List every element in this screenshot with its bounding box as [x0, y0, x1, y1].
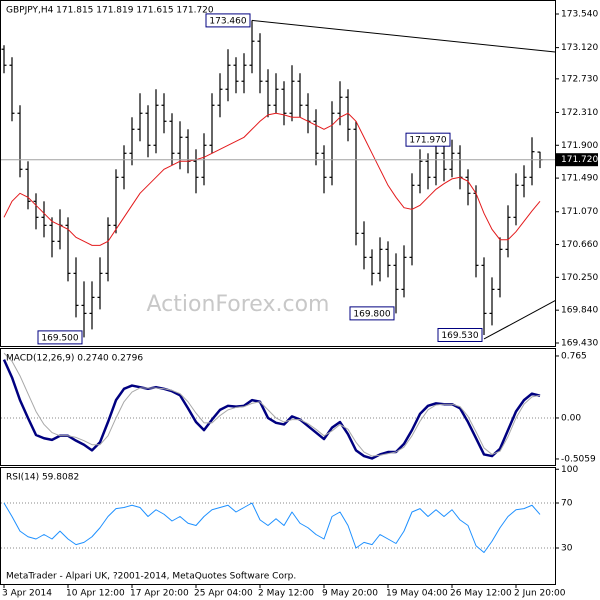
y-tick-label: 172.730 — [561, 74, 598, 84]
y-tick-label: -0.5059 — [561, 454, 596, 464]
panel-frame — [0, 0, 556, 347]
watermark: ActionForex.com — [147, 292, 330, 317]
x-tick-label: 26 May 12:00 — [450, 589, 512, 599]
x-tick-label: 2 Jun 20:00 — [514, 589, 566, 599]
y-tick-label: 169.430 — [561, 338, 598, 348]
panel-title: RSI(14) 59.8082 — [6, 473, 79, 483]
indicator-line — [3, 502, 541, 553]
price-label: 169.530 — [441, 331, 478, 341]
price-label: 169.500 — [41, 333, 78, 343]
panel-frame — [0, 467, 556, 585]
y-tick-label: 169.840 — [561, 306, 598, 316]
y-tick-label: 0.00 — [561, 413, 581, 423]
price-label-box — [37, 330, 83, 345]
y-tick-label: 170.250 — [561, 273, 598, 283]
y-tick-label: 172.310 — [561, 108, 598, 118]
price-label: 173.460 — [209, 16, 246, 26]
last-price-box — [556, 153, 598, 167]
price-label-box — [349, 306, 395, 321]
panel-title: MACD(12,26,9) 0.2740 0.2796 — [6, 354, 143, 364]
y-tick-label: 100 — [561, 465, 578, 475]
trendline — [251, 19, 556, 53]
y-tick-label: 30 — [561, 544, 573, 554]
y-tick-label: 171.070 — [561, 207, 598, 217]
panel-title: GBPJPY,H4 171.815 171.819 171.615 171.72… — [6, 6, 214, 16]
x-tick-label: 2 May 12:00 — [258, 589, 314, 599]
x-tick-label: 19 May 04:00 — [386, 589, 448, 599]
y-tick-label: 173.540 — [561, 10, 598, 20]
y-tick-label: 170.660 — [561, 240, 598, 250]
y-tick-label: 171.900 — [561, 141, 598, 151]
indicator-line — [3, 352, 541, 457]
trendline — [483, 300, 556, 340]
x-tick-label: 17 Apr 20:00 — [130, 589, 189, 599]
x-tick-label: 3 Apr 2014 — [2, 589, 52, 599]
x-tick-label: 25 Apr 04:00 — [194, 589, 253, 599]
panel-frame — [0, 348, 556, 466]
price-label-box — [437, 327, 483, 342]
moving-average — [3, 112, 541, 246]
last-price-label: 171.720 — [561, 155, 598, 165]
price-label: 171.970 — [409, 136, 446, 146]
price-label: 169.800 — [353, 309, 390, 319]
y-tick-label: 173.120 — [561, 43, 598, 53]
price-label-box — [205, 13, 251, 28]
footer: MetaTrader - Alpari UK, ?2001-2014, Meta… — [6, 572, 296, 582]
y-tick-label: 0.765 — [561, 351, 587, 361]
x-tick-label: 9 May 20:00 — [322, 589, 378, 599]
x-tick-label: 10 Apr 12:00 — [66, 589, 125, 599]
price-label-box — [405, 132, 451, 147]
y-tick-label: 70 — [561, 499, 573, 509]
y-tick-label: 171.490 — [561, 174, 598, 184]
